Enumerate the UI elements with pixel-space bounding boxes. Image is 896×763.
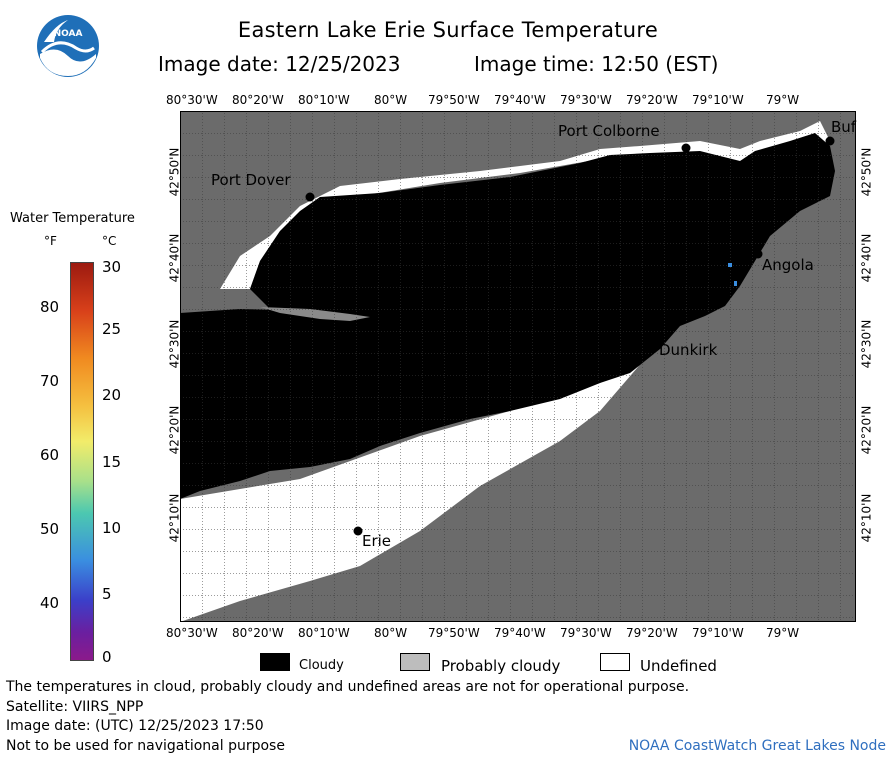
lon-label-bottom: 79°30'W: [560, 626, 612, 640]
legend-tick-f: 60: [40, 446, 60, 464]
lon-label-bottom: 80°W: [374, 626, 408, 640]
lon-label-bottom: 79°20'W: [626, 626, 678, 640]
legend-tick-c: 30: [102, 258, 122, 276]
map-grid: [180, 111, 856, 622]
legend-tick-c: 5: [102, 585, 112, 603]
lat-label-right: 42°10'N: [859, 493, 874, 543]
legend-unit-c: °C: [102, 234, 117, 248]
legend-tick-f: 40: [40, 594, 60, 612]
map-svg: [180, 111, 856, 622]
lat-label-right: 42°20'N: [859, 405, 874, 455]
legend-unit-f: °F: [44, 234, 57, 248]
lon-label-bottom: 80°30'W: [166, 626, 218, 640]
legend-tick-f: 80: [40, 298, 60, 316]
lon-label-top: 80°10'W: [298, 93, 350, 107]
lon-label-top: 79°20'W: [626, 93, 678, 107]
legend-tick-c: 10: [102, 519, 122, 537]
image-date: Image date: 12/25/2023: [158, 52, 401, 76]
svg-text:NOAA: NOAA: [54, 29, 83, 39]
lake-erie-map: [180, 111, 856, 626]
temperature-pixel: [728, 263, 732, 267]
city-label-port-colborne: Port Colborne: [558, 122, 660, 140]
lon-label-top: 79°50'W: [428, 93, 480, 107]
legend-tick-c: 15: [102, 453, 122, 471]
legend-tick-c: 0: [102, 648, 112, 666]
credit-text: NOAA CoastWatch Great Lakes Node: [628, 738, 886, 754]
port-dover-dot: [305, 192, 315, 202]
lon-label-bottom: 79°10'W: [692, 626, 744, 640]
lat-label-right: 42°40'N: [859, 233, 874, 283]
lon-label-bottom: 79°W: [766, 626, 800, 640]
lon-label-top: 79°10'W: [692, 93, 744, 107]
cloudy-label: Cloudy: [299, 658, 344, 673]
lon-label-top: 80°20'W: [232, 93, 284, 107]
utc-date-text: Image date: (UTC) 12/25/2023 17:50: [6, 718, 264, 734]
lon-label-top: 79°30'W: [560, 93, 612, 107]
probably-cloudy-swatch: [400, 653, 430, 671]
lon-label-bottom: 80°10'W: [298, 626, 350, 640]
noaa-logo: NOAA: [36, 14, 100, 78]
lat-label-right: 42°30'N: [859, 319, 874, 369]
legend-title: Water Temperature: [10, 211, 135, 226]
lat-label-right: 42°50'N: [859, 147, 874, 197]
city-label-erie: Erie: [362, 532, 392, 550]
city-label-angola: Angola: [762, 256, 814, 274]
undefined-swatch: [600, 653, 630, 671]
legend-color-bar: [70, 262, 94, 661]
lon-label-top: 80°30'W: [166, 93, 218, 107]
map-border: [180, 111, 856, 622]
legend-tick-f: 50: [40, 520, 60, 538]
erie-dot: [353, 526, 363, 536]
buffalo-dot: [825, 136, 835, 146]
legend-tick-c: 20: [102, 386, 122, 404]
undefined-label: Undefined: [640, 657, 717, 675]
image-time: Image time: 12:50 (EST): [474, 52, 719, 76]
lon-label-bottom: 79°40'W: [494, 626, 546, 640]
cloudy-swatch: [260, 653, 290, 671]
lon-label-bottom: 80°20'W: [232, 626, 284, 640]
navigation-warning: Not to be used for navigational purpose: [6, 738, 285, 754]
page-title: Eastern Lake Erie Surface Temperature: [237, 18, 659, 42]
satellite-text: Satellite: VIIRS_NPP: [6, 699, 144, 715]
port-colborne-dot: [681, 143, 691, 153]
lon-label-bottom: 79°50'W: [428, 626, 480, 640]
probably-cloudy-label: Probably cloudy: [441, 657, 561, 675]
angola-dot: [753, 249, 763, 259]
lon-label-top: 79°W: [766, 93, 800, 107]
city-label-port-dover: Port Dover: [211, 171, 291, 189]
temperature-pixel: [734, 281, 737, 286]
city-label-dunkirk: Dunkirk: [659, 341, 718, 359]
lon-label-top: 79°40'W: [494, 93, 546, 107]
lon-label-top: 80°W: [374, 93, 408, 107]
city-label-buffalo: Buf: [831, 118, 857, 136]
noaa-logo-icon: NOAA: [37, 15, 99, 77]
dunkirk-dot: [649, 336, 659, 346]
disclaimer-text: The temperatures in cloud, probably clou…: [6, 679, 690, 695]
legend-tick-c: 25: [102, 320, 122, 338]
legend-tick-f: 70: [40, 372, 60, 390]
